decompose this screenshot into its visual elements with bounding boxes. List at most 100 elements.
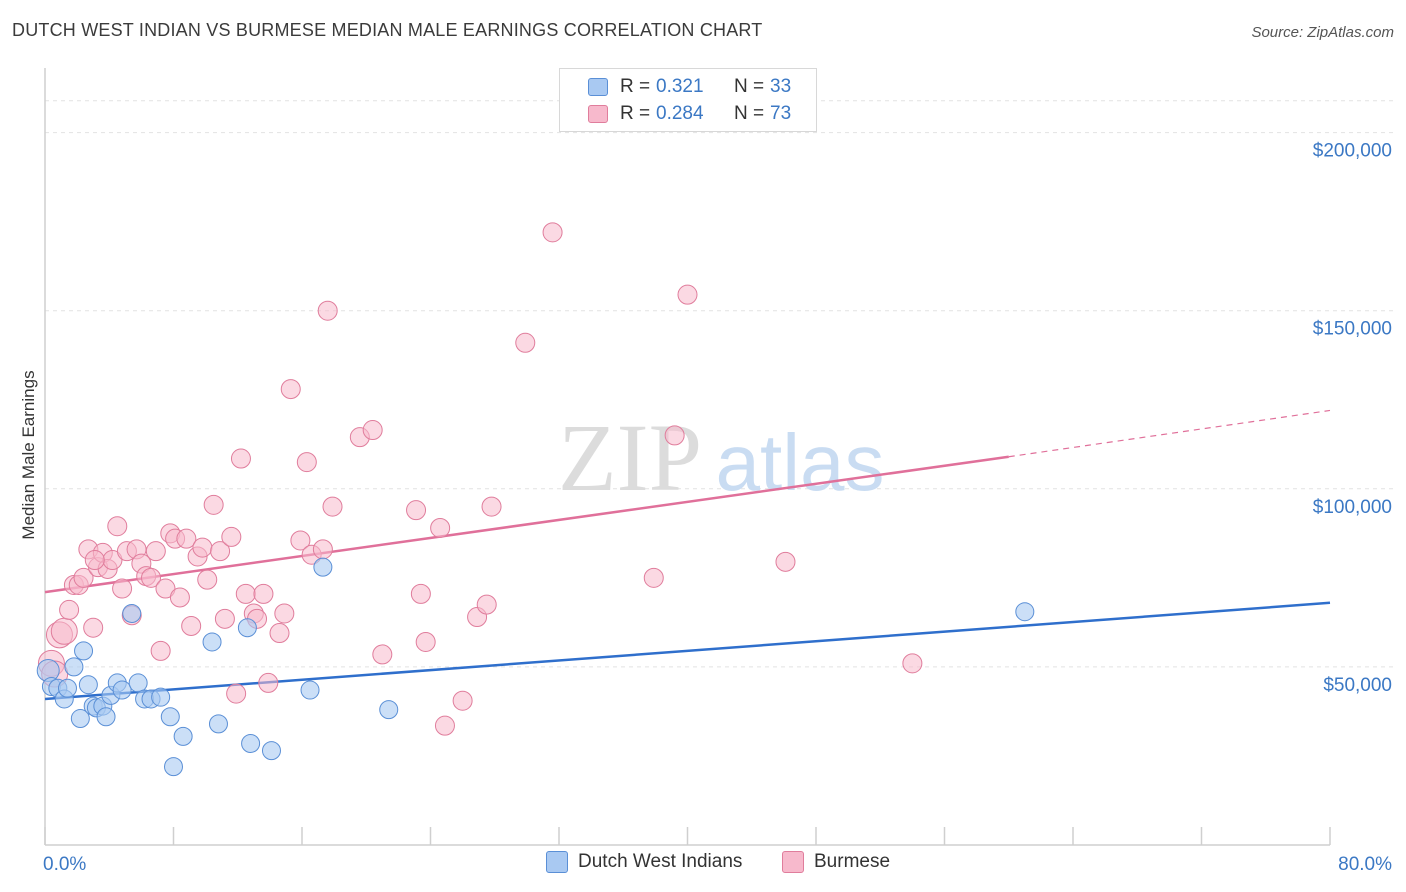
data-point-burmese	[775, 551, 796, 572]
data-point-burmese	[372, 644, 393, 665]
data-point-burmese	[141, 567, 162, 588]
source-label: Source: ZipAtlas.com	[1251, 24, 1394, 41]
data-point-burmese	[296, 452, 317, 473]
data-point-burmese	[83, 617, 104, 638]
data-point-burmese	[406, 500, 427, 521]
data-point-burmese	[84, 550, 105, 571]
data-point-burmese	[73, 567, 94, 588]
y-tick-label: $100,000	[1313, 497, 1392, 518]
data-point-dutch-west-indians	[173, 726, 193, 746]
data-point-dutch-west-indians	[128, 673, 148, 693]
legend-r-label: R =	[620, 76, 651, 97]
y-tick-label: $200,000	[1313, 141, 1392, 162]
data-point-burmese	[197, 569, 218, 590]
data-point-burmese	[430, 517, 451, 538]
data-point-burmese	[902, 653, 923, 674]
y-tick-label: $50,000	[1323, 675, 1392, 696]
x-tick-label: 80.0%	[1338, 854, 1392, 875]
series-legend-dutch-west-indians[interactable]: Dutch West Indians	[546, 851, 742, 873]
data-points	[36, 222, 1035, 777]
data-point-burmese	[112, 578, 133, 599]
data-point-burmese	[322, 496, 343, 517]
data-point-dutch-west-indians	[151, 687, 171, 707]
data-point-burmese	[59, 599, 80, 620]
data-point-dutch-west-indians	[379, 700, 399, 720]
watermark: ZIP atlas	[558, 404, 884, 511]
data-point-dutch-west-indians	[300, 680, 320, 700]
data-point-dutch-west-indians	[122, 603, 142, 623]
data-point-dutch-west-indians	[241, 733, 261, 753]
data-point-burmese	[181, 615, 202, 636]
chart-title: DUTCH WEST INDIAN VS BURMESE MEDIAN MALE…	[12, 20, 763, 40]
trend-line-burmese	[44, 455, 1009, 594]
data-point-burmese	[434, 715, 455, 736]
data-point-burmese	[362, 420, 383, 441]
series-legend-label: Dutch West Indians	[578, 851, 743, 872]
data-point-dutch-west-indians	[237, 618, 257, 638]
series-legend-label: Burmese	[814, 851, 891, 872]
data-point-burmese	[107, 516, 128, 537]
data-point-burmese	[476, 594, 497, 615]
data-point-burmese	[542, 222, 563, 243]
data-point-burmese	[169, 587, 190, 608]
data-point-dutch-west-indians	[160, 707, 180, 727]
data-point-dutch-west-indians	[64, 657, 84, 677]
data-point-burmese	[253, 583, 274, 604]
legend-r-value: 0.321	[656, 76, 704, 97]
legend-n-value: 33	[770, 76, 792, 97]
tick-labels: $50,000 $100,000 $150,000 $200,000 0.0% 80.0%	[43, 141, 1392, 875]
series-legend: Dutch West Indians Burmese	[0, 851, 1406, 877]
data-point-dutch-west-indians	[74, 641, 94, 661]
data-point-dutch-west-indians	[1015, 602, 1035, 622]
grid-lines	[45, 100, 1394, 668]
x-tick-label: 0.0%	[43, 854, 86, 875]
data-point-burmese	[290, 530, 311, 551]
data-point-burmese	[317, 300, 338, 321]
data-point-dutch-west-indians	[164, 757, 183, 777]
data-point-burmese	[150, 640, 171, 661]
data-point-burmese	[312, 539, 333, 560]
data-point-burmese	[176, 528, 197, 549]
data-point-burmese	[235, 583, 256, 604]
watermark-atlas: atlas	[716, 418, 885, 507]
data-point-dutch-west-indians	[313, 557, 333, 577]
data-point-burmese	[452, 690, 473, 711]
data-point-dutch-west-indians	[202, 632, 222, 652]
data-point-dutch-west-indians	[112, 680, 132, 700]
data-point-burmese	[415, 631, 436, 652]
data-point-burmese	[226, 683, 247, 704]
data-point-burmese	[50, 617, 78, 645]
legend-row-burmese: R = 0.284 N = 73	[560, 101, 791, 127]
series-legend-burmese[interactable]: Burmese	[782, 851, 890, 873]
data-point-dutch-west-indians	[208, 714, 228, 734]
data-point-burmese	[410, 583, 431, 604]
data-point-burmese	[515, 332, 536, 353]
legend-n-label: N =	[734, 103, 765, 124]
legend-r-value: 0.284	[656, 103, 704, 124]
axes	[44, 68, 1331, 846]
data-point-burmese	[677, 284, 698, 305]
data-point-burmese	[145, 541, 166, 562]
data-point-dutch-west-indians	[96, 707, 116, 727]
legend-row-dutch-west-indians: R = 0.321 N = 33	[560, 74, 791, 100]
legend-swatch-pink	[588, 105, 608, 123]
data-point-burmese	[221, 526, 242, 547]
data-point-dutch-west-indians	[70, 709, 90, 729]
data-point-burmese	[214, 608, 235, 629]
data-point-burmese	[269, 623, 290, 644]
data-point-burmese	[230, 448, 251, 469]
legend-n-value: 73	[770, 103, 792, 124]
data-point-burmese	[258, 672, 279, 693]
data-point-burmese	[664, 425, 685, 446]
data-point-burmese	[643, 567, 664, 588]
legend-swatch-blue	[588, 78, 608, 96]
trend-line-burmese-extrapolated	[1008, 409, 1331, 458]
watermark-zip: ZIP	[558, 404, 702, 511]
data-point-burmese	[155, 578, 176, 599]
series-swatch-pink	[782, 851, 804, 873]
data-point-dutch-west-indians	[261, 741, 281, 761]
data-point-burmese	[210, 541, 231, 562]
series-swatch-blue	[546, 851, 568, 873]
data-point-dutch-west-indians	[78, 675, 98, 695]
